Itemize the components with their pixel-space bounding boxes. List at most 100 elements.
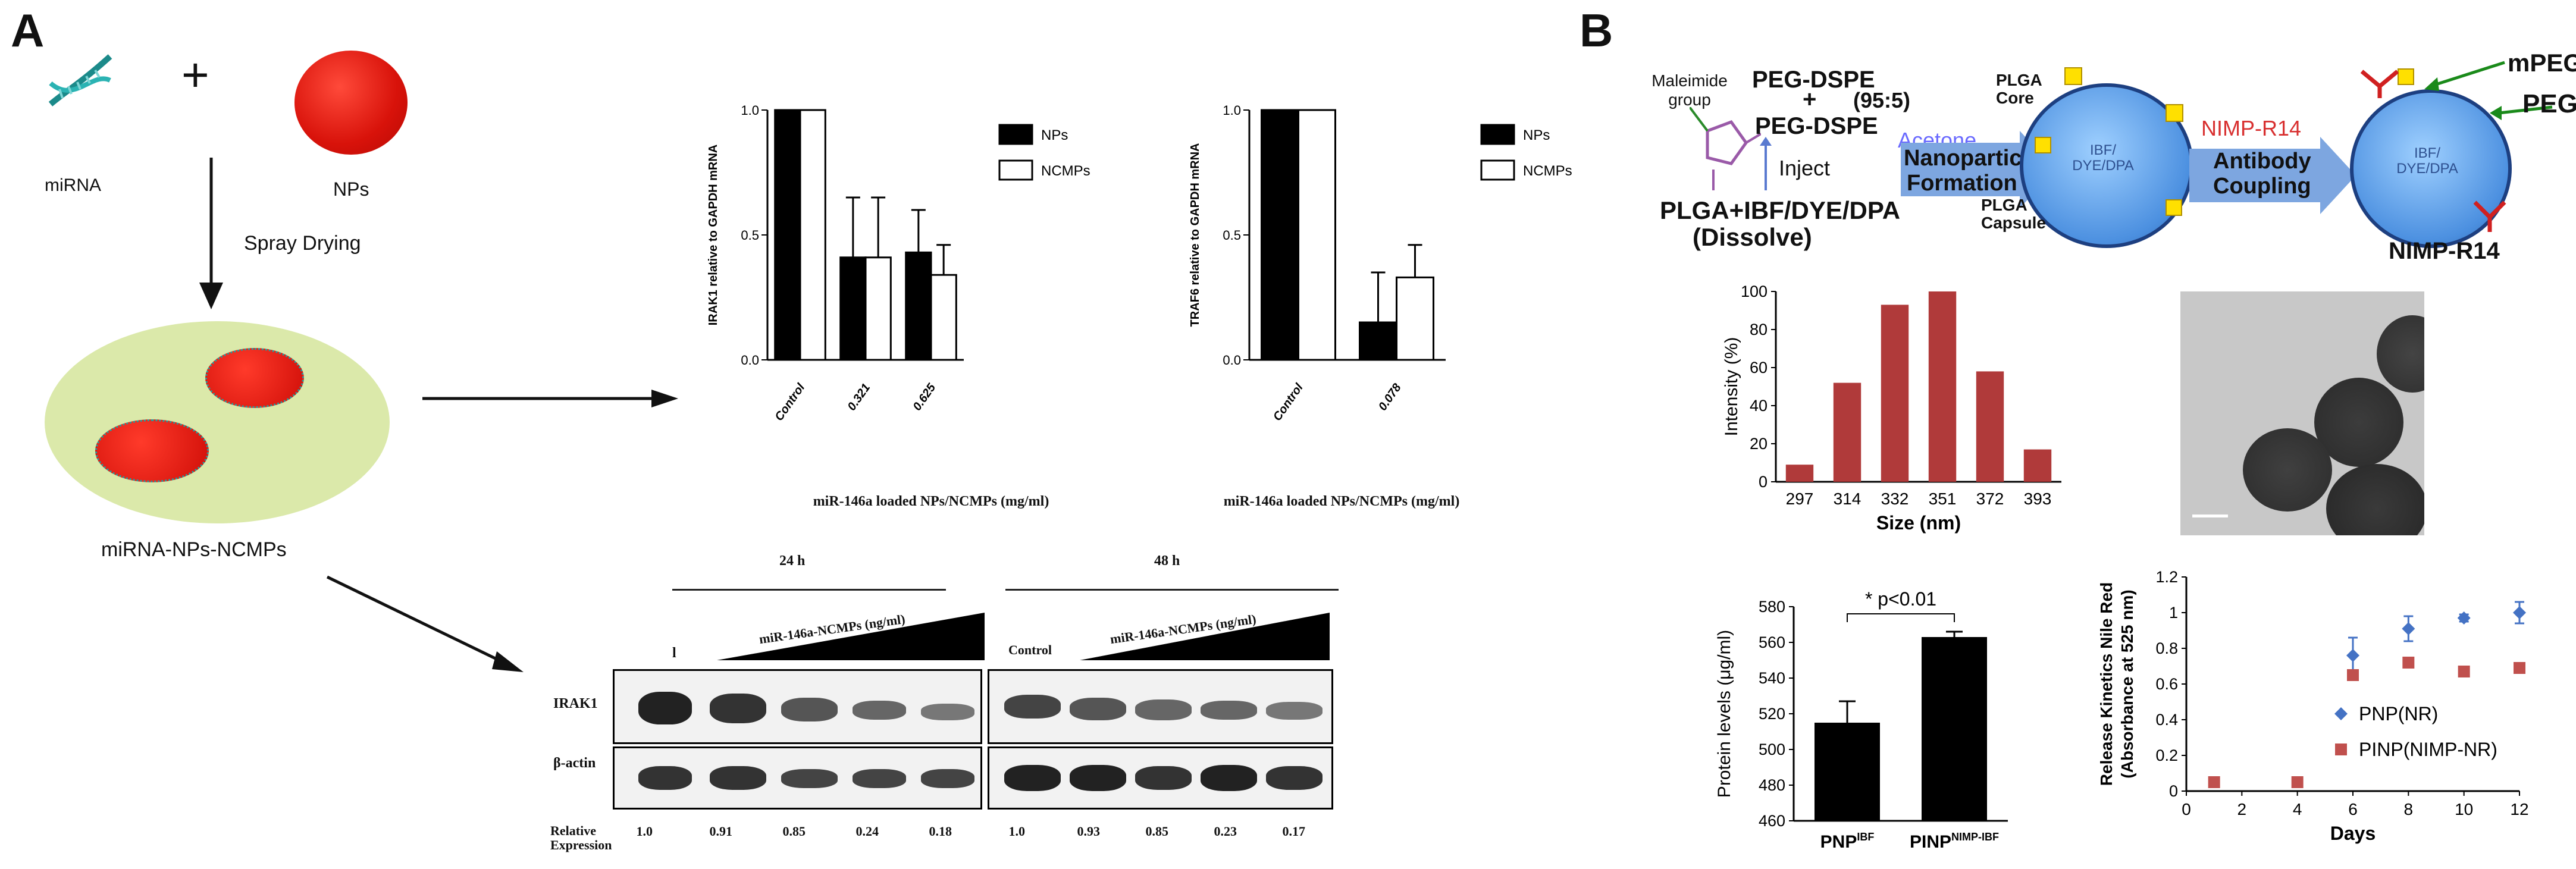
dna-helix-icon: [48, 54, 112, 106]
irak1-bar-ncmps: [864, 256, 892, 361]
antibody-red-icon-2: [2473, 200, 2506, 232]
irak1-xlabel: miR-146a loaded NPs/NCMPs (mg/ml): [813, 494, 1049, 509]
irak1-bar-nps: [905, 251, 932, 361]
blot-48h-line: [1005, 589, 1339, 591]
release-ylabel-line-2: (Absorbance at 525 nm): [2118, 589, 2136, 778]
irak1-bar-ncmps: [930, 274, 957, 361]
protein-ytick-label: 520: [1759, 705, 1785, 723]
size-bar: [2023, 449, 2052, 482]
coupling-arrow: [2189, 137, 2356, 214]
inject-label: Inject: [1779, 156, 1831, 180]
size-category-label: 393: [2024, 490, 2052, 508]
relative-value: 0.85: [1145, 824, 1169, 839]
size-bar: [1881, 305, 1909, 482]
blot-row-irak1: IRAK1: [553, 696, 598, 711]
peg-dspe-2: PEG-DSPE: [1755, 113, 1878, 139]
release-legend-marker: [2335, 743, 2347, 755]
diagonal-arrow-icon: [326, 575, 524, 672]
p-value-label: * p<0.01: [1865, 588, 1936, 610]
protein-bar: [1922, 637, 1987, 821]
traf6-bar-nps: [1359, 321, 1397, 361]
irak1-legend-swatch: [998, 159, 1033, 181]
traf6-bar-chart: 0.0 0.5 1.0 TRAF6 relative to GAPDH mRNA Con…: [1189, 103, 1572, 423]
size-bar: [1833, 382, 1862, 482]
formation-arrow: [1901, 131, 2055, 208]
irak1-category-label: 0.321: [845, 381, 873, 413]
release-point-pinp: [2291, 776, 2304, 788]
tem-micrograph: [2180, 291, 2424, 535]
traf6-xlabel: miR-146a loaded NPs/NCMPs (mg/ml): [1223, 494, 1460, 509]
release-xtick-label: 6: [2348, 800, 2358, 818]
maleimide-label: Maleimide group: [1651, 71, 1728, 109]
blot-irak1-48h: [988, 669, 1333, 744]
release-xtick-label: 10: [2455, 800, 2473, 818]
traf6-legend-label: NPs: [1523, 127, 1550, 143]
protein-ytick-label: 540: [1759, 669, 1785, 687]
release-ytick-label: 0.8: [2155, 639, 2178, 657]
ligand-2: [2166, 104, 2183, 122]
blot-48h-label: 48 h: [1154, 553, 1180, 569]
plus-sign: +: [181, 48, 209, 101]
size-bar: [1928, 291, 1957, 482]
release-ytick-label: 0: [2169, 782, 2178, 800]
traf6-category-label: Control: [1271, 381, 1306, 423]
release-xtick-label: 4: [2293, 800, 2302, 818]
dissolve-line-2: (Dissolve): [1693, 223, 1812, 251]
irak1-legend-label: NPs: [1041, 127, 1068, 143]
protein-category-label: PINPNIMP-IBF: [1910, 831, 1999, 852]
irak1-bar-ncmps: [799, 109, 826, 361]
release-point-pnp: [2346, 649, 2359, 662]
protein-ytick-label: 580: [1759, 598, 1785, 616]
traf6-legend-swatch: [1480, 124, 1515, 145]
blot-24h-line: [672, 589, 946, 591]
release-xtick-label: 0: [2182, 800, 2191, 818]
nimp-bottom-label: NIMP-R14: [2389, 238, 2500, 264]
ligand-3: [2035, 137, 2051, 153]
panel-letter-b: B: [1580, 4, 1613, 57]
release-point-pinp: [2347, 669, 2359, 681]
release-kinetics-chart: 0 0.2 0.4 0.6 0.8 1 1.2 0 2 4 6 8 10 12 Days Release Ki…: [2097, 568, 2529, 844]
right-arrow-icon: [422, 390, 678, 407]
concentration-ramp-24h: [717, 613, 985, 660]
antibody-label-1: Antibody: [2213, 149, 2311, 174]
peg-dspe-1: PEG-DSPE: [1752, 67, 1875, 93]
release-xtick-label: 12: [2510, 800, 2528, 818]
release-legend-label: PNP(NR): [2359, 703, 2438, 724]
protein-ylabel: Protein levels (μg/ml): [1715, 630, 1734, 798]
protein-levels-chart: 460 480 500 520 540 560 580 PNPIBF PINPNIMP-IBF *…: [1715, 588, 2008, 852]
relative-values-48h: 1.0 0.93 0.85 0.23 0.17: [988, 824, 1330, 842]
relative-value: 0.18: [929, 824, 952, 839]
release-ytick-label: 0.4: [2155, 711, 2178, 729]
relative-value: 0.91: [709, 824, 733, 839]
release-xtick-label: 2: [2237, 800, 2247, 818]
size-category-label: 332: [1881, 490, 1909, 508]
size-ytick-label: 0: [1759, 473, 1768, 491]
mpeg-label: mPEG: [2508, 49, 2576, 77]
traf6-ytick-label: 1.0: [1223, 103, 1241, 118]
release-ytick-label: 1: [2169, 604, 2178, 622]
panel-letter-a: A: [11, 4, 45, 57]
blot-24h-label: 24 h: [779, 553, 806, 569]
relative-value: 0.24: [855, 824, 879, 839]
antibody-label-2: Coupling: [2213, 174, 2311, 199]
release-ytick-label: 0.2: [2155, 746, 2178, 764]
irak1-ylabel: IRAK1 relative to GAPDH mRNA: [707, 145, 720, 326]
relative-value: 0.93: [1077, 824, 1101, 839]
mpeg-pointer-icon: [2424, 61, 2505, 91]
antibody-red-icon-1: [2360, 70, 2399, 98]
traf6-category-label: 0.078: [1376, 381, 1404, 413]
nano-label-1: Nanoparticle: [1904, 146, 2041, 171]
relative-expression-label: Relative Expression: [550, 823, 612, 852]
plga-particle-1: [2020, 83, 2193, 248]
composite-label: miRNA-NPs-NCMPs: [101, 538, 287, 561]
irak1-category-label: Control: [772, 381, 807, 423]
size-category-label: 314: [1834, 490, 1862, 508]
size-bar: [1785, 465, 1814, 482]
size-distribution-chart: 0 20 40 60 80 100 297 314 332 351 372 393 Size (nm) I…: [1722, 283, 2061, 534]
maleimide-structure-icon: [1690, 107, 1761, 190]
protein-bar: [1815, 723, 1880, 821]
traf6-ytick-label: 0.0: [1223, 353, 1241, 368]
size-ylabel: Intensity (%): [1722, 337, 1741, 437]
release-legend-label: PINP(NIMP-NR): [2359, 739, 2497, 760]
blot-irak1-24h: [613, 669, 982, 744]
